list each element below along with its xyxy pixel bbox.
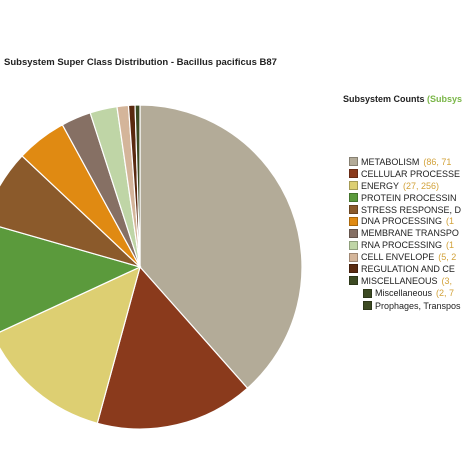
legend-label: STRESS RESPONSE, D xyxy=(361,204,462,215)
legend-item[interactable]: MEMBRANE TRANSPO xyxy=(349,227,474,239)
pie-slice-protein-processin[interactable] xyxy=(0,222,142,335)
legend-item[interactable]: MISCELLANEOUS (3, xyxy=(349,275,474,287)
legend-counts: (2, 7 xyxy=(436,288,455,299)
legend-swatch xyxy=(349,240,358,250)
legend-counts: (3, xyxy=(441,275,453,286)
legend-swatch xyxy=(349,228,358,238)
legend-item[interactable]: PROTEIN PROCESSIN xyxy=(349,192,474,204)
legend: METABOLISM (86, 71 CELLULAR PROCESSE ENERGY… xyxy=(349,156,474,312)
legend-sub-item[interactable]: Prophages, Transpos xyxy=(349,299,474,312)
legend-counts: (1 xyxy=(446,240,455,251)
legend-label: Miscellaneous xyxy=(375,288,433,299)
legend-swatch xyxy=(349,181,358,191)
legend-label: MEMBRANE TRANSPO xyxy=(361,228,459,239)
legend-item[interactable]: CELLULAR PROCESSE xyxy=(349,168,474,180)
legend-label: RNA PROCESSING xyxy=(361,240,443,251)
legend-label: DNA PROCESSING xyxy=(361,216,443,227)
legend-label: ENERGY xyxy=(361,180,400,191)
legend-title: Subsystem Counts xyxy=(343,94,425,104)
legend-sub-item[interactable]: Miscellaneous (2, 7 xyxy=(349,287,474,300)
pie-slice-miscellaneous[interactable] xyxy=(134,104,141,268)
legend-swatch xyxy=(349,264,358,274)
legend-item[interactable]: ENERGY (27, 256) xyxy=(349,180,474,192)
legend-swatch xyxy=(349,193,358,203)
legend-counts: (27, 256) xyxy=(403,180,440,191)
legend-counts: (1 xyxy=(446,216,455,227)
legend-swatch xyxy=(363,288,372,298)
chart-title: Subsystem Super Class Distribution - Bac… xyxy=(4,57,277,68)
legend-label: CELL ENVELOPE xyxy=(361,252,435,263)
legend-swatch xyxy=(349,157,358,167)
legend-item[interactable]: METABOLISM (86, 71 xyxy=(349,156,474,168)
legend-swatch xyxy=(349,216,358,226)
legend-item[interactable]: CELL ENVELOPE (5, 2 xyxy=(349,251,474,263)
legend-swatch xyxy=(349,205,358,214)
pie-slice-cellular-processe[interactable] xyxy=(96,265,249,430)
legend-header: Subsystem Counts (Subsys xyxy=(343,94,462,104)
legend-swatch xyxy=(363,301,372,311)
legend-label: PROTEIN PROCESSIN xyxy=(361,192,457,203)
legend-item[interactable]: DNA PROCESSING (1 xyxy=(349,215,474,227)
legend-label: Prophages, Transpos xyxy=(375,300,461,311)
legend-swatch xyxy=(349,276,358,286)
pie-slice-energy[interactable] xyxy=(0,265,141,425)
legend-item[interactable]: RNA PROCESSING (1 xyxy=(349,239,474,251)
legend-label: CELLULAR PROCESSE xyxy=(361,168,461,179)
legend-item[interactable]: REGULATION AND CE xyxy=(349,263,474,275)
legend-label: METABOLISM xyxy=(361,156,420,167)
legend-item[interactable]: STRESS RESPONSE, D xyxy=(349,204,474,216)
legend-title-suffix: (Subsys xyxy=(427,94,463,104)
legend-swatch xyxy=(349,252,358,262)
legend-counts: (5, 2 xyxy=(438,252,457,263)
legend-counts: (86, 71 xyxy=(423,156,452,167)
legend-label: REGULATION AND CE xyxy=(361,263,455,274)
legend-swatch xyxy=(349,169,358,179)
pie-slice-metabolism[interactable] xyxy=(139,104,303,390)
legend-label: MISCELLANEOUS xyxy=(361,275,438,286)
